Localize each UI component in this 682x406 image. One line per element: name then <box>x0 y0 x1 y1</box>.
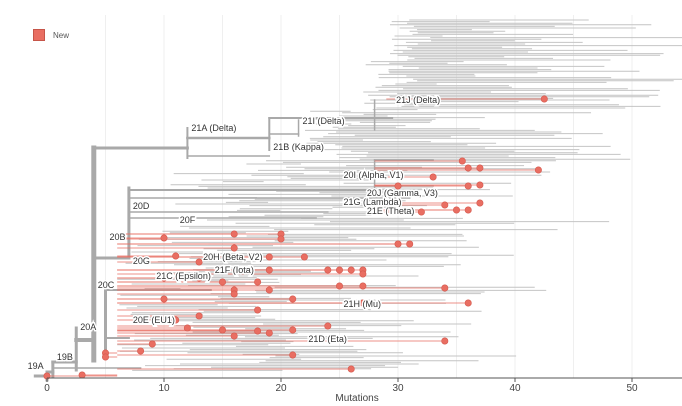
new-tip-point <box>254 278 262 286</box>
new-tip-point <box>254 306 262 314</box>
new-tip-point <box>335 282 343 290</box>
new-tip-point <box>300 253 308 261</box>
new-tip-point <box>394 182 402 190</box>
x-tick-label: 40 <box>509 383 521 394</box>
clade-label: 21I (Delta) <box>303 116 345 126</box>
new-tip-point <box>219 326 227 334</box>
new-tip-point <box>464 299 472 307</box>
new-tip-point <box>254 327 262 335</box>
new-tip-point <box>540 95 548 103</box>
new-tip-point <box>452 206 460 214</box>
new-branches <box>47 98 545 377</box>
new-tip-point <box>230 290 238 298</box>
clade-label: 19B <box>57 352 73 362</box>
new-tip-point <box>230 332 238 340</box>
new-tip-point <box>347 266 355 274</box>
new-tip-point <box>172 252 180 260</box>
new-tip-point <box>464 206 472 214</box>
clade-label: 19A <box>28 361 44 371</box>
clade-label: 21F (Iota) <box>215 265 254 275</box>
clade-label: 21D (Eta) <box>308 334 347 344</box>
background-branches <box>117 19 682 371</box>
clade-label: 20F <box>180 215 196 225</box>
clade-label: 21C (Epsilon) <box>156 271 211 281</box>
new-tip-point <box>324 266 332 274</box>
new-tip-point <box>195 274 203 282</box>
x-tick-label: 0 <box>44 383 50 394</box>
clade-label: 20G <box>133 256 150 266</box>
new-tip-point <box>195 258 203 266</box>
clade-label: 21H (Mu) <box>344 299 382 309</box>
new-tip-point <box>335 266 343 274</box>
new-tip-point <box>359 299 367 307</box>
new-tip-point <box>441 284 449 292</box>
new-tip-point <box>534 166 542 174</box>
new-tip-point <box>324 322 332 330</box>
x-tick-label: 50 <box>626 383 638 394</box>
clade-label: 20J (Gamma, V3) <box>367 188 438 198</box>
clade-label: 21A (Delta) <box>191 123 236 133</box>
clade-label: 20B <box>110 232 126 242</box>
x-tick-label: 20 <box>275 383 287 394</box>
new-tip-point <box>441 201 449 209</box>
main-branches <box>33 99 434 382</box>
x-axis-title: Mutations <box>335 393 378 404</box>
new-tip-point <box>160 295 168 303</box>
new-tip-point <box>230 244 238 252</box>
new-tip-point <box>183 324 191 332</box>
clade-label: 20I (Alpha, V1) <box>344 170 404 180</box>
clade-label: 20D <box>133 201 150 211</box>
clade-label: 21B (Kappa) <box>273 142 324 152</box>
new-tip-point <box>476 199 484 207</box>
new-tip-point <box>406 240 414 248</box>
new-tip-point <box>148 340 156 348</box>
new-tip-point <box>219 278 227 286</box>
clade-label: 21G (Lambda) <box>344 197 402 207</box>
clade-labels: 21J (Delta) 21A (Delta) 21I (Delta) 21B (Ka… <box>26 94 442 373</box>
clade-label: 20H (Beta, V2) <box>203 252 263 262</box>
new-tip-point <box>458 157 466 165</box>
new-tip-point <box>265 329 273 337</box>
new-tip-point <box>476 181 484 189</box>
new-tip-point <box>102 353 110 361</box>
new-tip-point <box>441 337 449 345</box>
new-tip-point <box>172 316 180 324</box>
clade-label: 20A <box>80 322 96 332</box>
clade-label: 21E (Theta) <box>367 206 415 216</box>
new-tip-point <box>160 274 168 282</box>
new-tip-point <box>289 295 297 303</box>
new-tip-point <box>277 235 285 243</box>
new-tip-point <box>464 164 472 172</box>
new-tip-point <box>394 240 402 248</box>
new-tip-point <box>265 253 273 261</box>
new-tip-point <box>195 312 203 320</box>
new-tip-point <box>417 208 425 216</box>
new-tip-point <box>464 182 472 190</box>
legend[interactable]: New <box>33 29 69 41</box>
new-tip-point <box>359 270 367 278</box>
clade-label: 20E (EU1) <box>133 315 175 325</box>
new-tip-point <box>230 230 238 238</box>
new-tip-point <box>359 282 367 290</box>
new-tip-point <box>476 164 484 172</box>
new-tip-point <box>160 234 168 242</box>
new-tip-point <box>289 351 297 359</box>
new-tip-point <box>265 286 273 294</box>
legend-swatch-new[interactable] <box>33 29 45 41</box>
new-tip-point <box>289 326 297 334</box>
legend-label-new: New <box>53 30 70 40</box>
new-tip-point <box>137 347 145 355</box>
x-tick-label: 10 <box>158 383 170 394</box>
x-tick-label: 30 <box>392 383 404 394</box>
clade-label: 21J (Delta) <box>396 95 440 105</box>
x-axis: 0 10 20 30 40 50 Mutations <box>44 377 682 404</box>
new-tip-point <box>429 173 437 181</box>
clade-label: 20C <box>98 280 115 290</box>
new-tip-point <box>265 266 273 274</box>
new-tips <box>43 95 548 380</box>
new-tip-point <box>78 371 86 379</box>
new-tip-point <box>347 365 355 373</box>
